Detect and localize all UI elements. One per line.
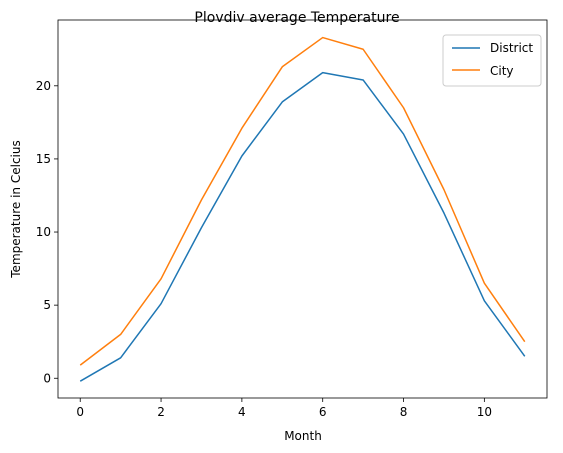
- series-lines: [79, 36, 526, 382]
- legend-label-city: City: [490, 64, 514, 78]
- chart-title: Plovdiv average Temperature: [194, 10, 399, 26]
- x-tick-label: 0: [76, 405, 84, 419]
- y-tick-label: 20: [36, 79, 51, 93]
- x-axis-label: Month: [284, 429, 322, 443]
- x-tick-label: 2: [157, 405, 165, 419]
- x-tick-label: 10: [477, 405, 492, 419]
- y-tick-label: 0: [43, 371, 51, 385]
- legend: District City: [442, 34, 542, 87]
- x-tick-label: 8: [400, 405, 408, 419]
- legend-label-district: District: [490, 41, 533, 55]
- y-axis-ticks: 0 5 10 15 20: [36, 79, 58, 385]
- x-tick-label: 4: [238, 405, 246, 419]
- x-axis-ticks: 0 2 4 6 8 10: [76, 398, 492, 419]
- plot-area-frame: [57, 19, 548, 399]
- x-tick-label: 6: [319, 405, 327, 419]
- series-line-city: [79, 36, 526, 366]
- y-tick-label: 10: [36, 225, 51, 239]
- y-tick-label: 5: [43, 298, 51, 312]
- series-line-district: [79, 71, 526, 382]
- y-axis-label: Temperature in Celcius: [9, 140, 23, 278]
- y-tick-label: 15: [36, 152, 51, 166]
